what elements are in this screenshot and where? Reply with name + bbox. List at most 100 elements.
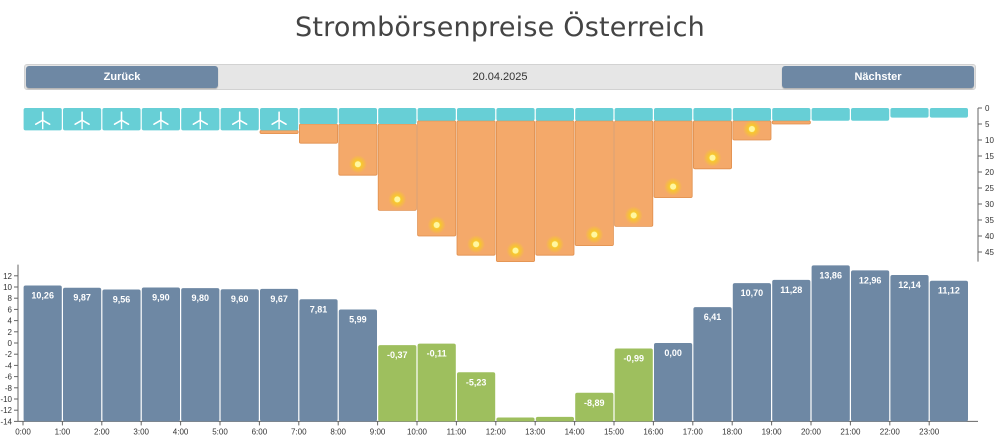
back-button[interactable]: Zurück	[26, 66, 218, 88]
price-bar	[23, 285, 62, 422]
solar-bar	[298, 123, 338, 144]
generation-y-tick-label: 10	[985, 136, 994, 145]
wind-bar	[299, 108, 338, 124]
price-x-tick-label: 1:00	[55, 427, 71, 436]
price-x-tick-label: 5:00	[212, 427, 228, 436]
price-chart: 12 10 8 6 4 2 0 -2 -4 -6 -8 -10 -12 -14 10,26 0:00 9,87 1…	[0, 264, 978, 436]
price-bar	[732, 283, 771, 422]
price-bar-label: -0,99	[623, 354, 644, 364]
wind-turbine-icon	[271, 111, 287, 130]
price-y-tick-label: -12	[0, 406, 12, 415]
sun-icon	[506, 241, 525, 260]
wind-bar	[378, 108, 417, 124]
wind-bar	[457, 108, 496, 121]
price-bar-label: 12,96	[859, 275, 882, 285]
date-navigation: Zurück 20.04.2025 Nächster	[24, 64, 976, 90]
price-bar-label: 7,81	[310, 304, 328, 314]
wind-bar	[732, 108, 771, 121]
next-button[interactable]: Nächster	[782, 66, 974, 88]
sun-icon	[664, 177, 683, 196]
sun-icon	[388, 190, 407, 209]
price-bar-label: 6,41	[704, 312, 722, 322]
generation-y-tick-label: 0	[985, 104, 990, 113]
wind-bar	[811, 108, 850, 121]
price-y-tick-label: -8	[5, 384, 13, 393]
wind-turbine-icon	[113, 111, 130, 130]
wind-bar	[929, 108, 968, 118]
price-x-tick-label: 22:00	[880, 427, 901, 436]
price-x-tick-label: 10:00	[407, 427, 428, 436]
price-y-tick-label: -6	[5, 373, 13, 382]
price-bar	[299, 299, 338, 422]
sun-icon	[427, 216, 446, 234]
price-bar-label: 9,60	[231, 294, 249, 304]
price-y-tick-label: 10	[3, 283, 12, 292]
price-y-tick-label: 2	[8, 328, 13, 337]
price-x-tick-label: 17:00	[683, 427, 704, 436]
price-x-tick-label: 2:00	[94, 427, 110, 436]
price-bar	[378, 345, 417, 422]
price-y-tick-label: 0	[8, 339, 13, 348]
price-bar-label: -5,23	[466, 377, 487, 387]
price-y-tick-label: -2	[5, 350, 13, 359]
price-bar	[890, 275, 929, 422]
price-bar-label: 10,26	[31, 291, 54, 301]
generation-chart: 0 5 10 15 20 25 30 35 40 45	[23, 104, 994, 263]
sun-icon	[624, 206, 643, 225]
price-bar-label: 9,80	[192, 293, 210, 303]
price-y-tick-label: -14	[0, 417, 12, 426]
wind-turbine-icon	[153, 111, 169, 130]
sun-icon	[348, 155, 367, 174]
price-bar	[614, 348, 653, 422]
price-x-tick-label: 16:00	[643, 427, 664, 436]
sun-icon	[545, 235, 564, 254]
price-bar	[811, 265, 850, 422]
generation-y-tick-label: 5	[985, 120, 990, 129]
generation-y-tick-label: 35	[985, 216, 994, 225]
price-bar-label: 13,86	[819, 270, 842, 280]
generation-y-tick-label: 45	[985, 248, 994, 257]
price-bar	[63, 287, 102, 422]
price-bar	[929, 280, 968, 422]
price-bar	[693, 307, 732, 422]
wind-bar	[338, 108, 377, 124]
wind-bar	[890, 108, 929, 118]
price-bar	[417, 343, 456, 422]
wind-bar	[851, 108, 890, 121]
wind-bar	[693, 108, 732, 121]
price-bar-label: 5,99	[349, 314, 367, 324]
solar-bar	[535, 120, 575, 256]
generation-y-tick-label: 15	[985, 152, 994, 161]
price-bar	[535, 416, 574, 422]
price-bar-label: -0,37	[387, 350, 408, 360]
price-x-tick-label: 23:00	[919, 427, 940, 436]
price-bar	[260, 288, 299, 422]
price-y-tick-label: 8	[8, 294, 13, 303]
price-bar	[772, 279, 811, 422]
wind-bar	[575, 108, 614, 121]
price-bar	[457, 372, 496, 422]
price-y-tick-label: 4	[8, 317, 13, 326]
wind-turbine-icon	[192, 111, 209, 130]
wind-turbine-icon	[231, 111, 248, 130]
price-bar-label: 10,70	[741, 288, 764, 298]
sun-icon	[585, 225, 604, 244]
price-x-tick-label: 14:00	[565, 427, 586, 436]
price-bar	[141, 287, 180, 422]
price-bar-label: 9,90	[152, 293, 170, 303]
current-date: 20.04.2025	[472, 71, 528, 83]
price-x-tick-label: 18:00	[722, 427, 743, 436]
price-bar	[654, 343, 693, 422]
price-x-tick-label: 13:00	[525, 427, 546, 436]
price-y-tick-label: -10	[0, 395, 12, 404]
generation-y-tick-label: 30	[985, 200, 994, 209]
price-bar-label: 11,12	[938, 286, 960, 296]
generation-y-tick-label: 25	[985, 184, 994, 193]
wind-turbine-icon	[34, 111, 51, 130]
generation-y-tick-label: 40	[985, 232, 994, 241]
sun-icon	[467, 235, 486, 254]
price-bar	[102, 289, 141, 422]
solar-bar	[495, 120, 535, 263]
price-x-tick-label: 0:00	[15, 427, 31, 436]
